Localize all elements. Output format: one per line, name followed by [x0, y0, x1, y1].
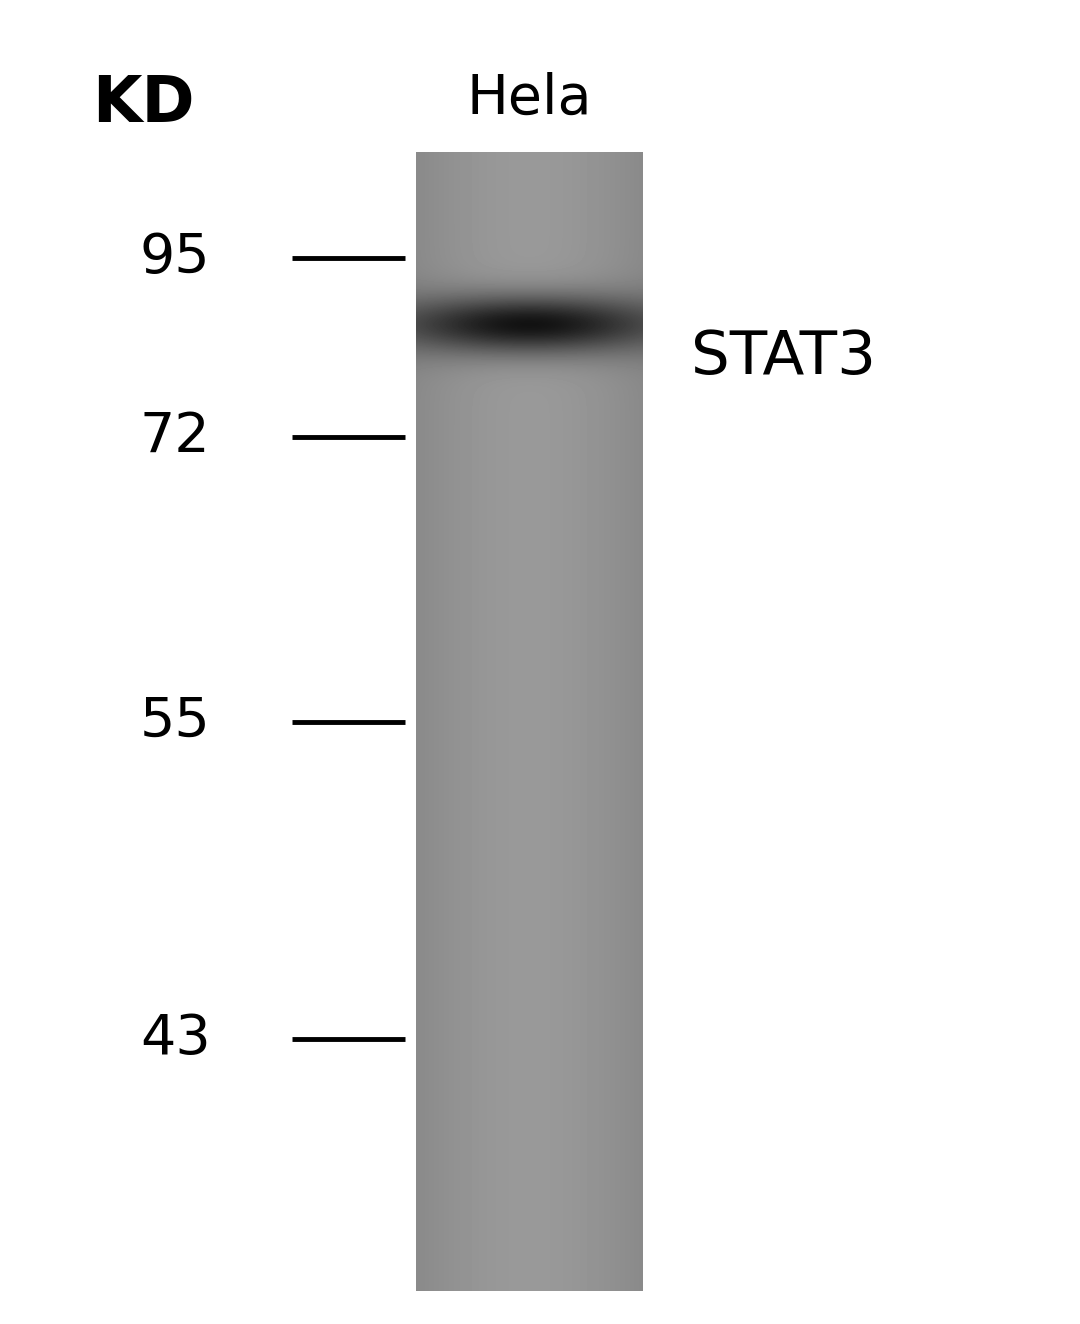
Text: KD: KD — [92, 73, 194, 135]
Text: 95: 95 — [140, 232, 211, 285]
Text: 72: 72 — [140, 410, 211, 463]
Text: 43: 43 — [139, 1013, 211, 1066]
Text: Hela: Hela — [467, 71, 592, 126]
Text: STAT3: STAT3 — [691, 328, 876, 387]
Text: 55: 55 — [139, 695, 211, 748]
